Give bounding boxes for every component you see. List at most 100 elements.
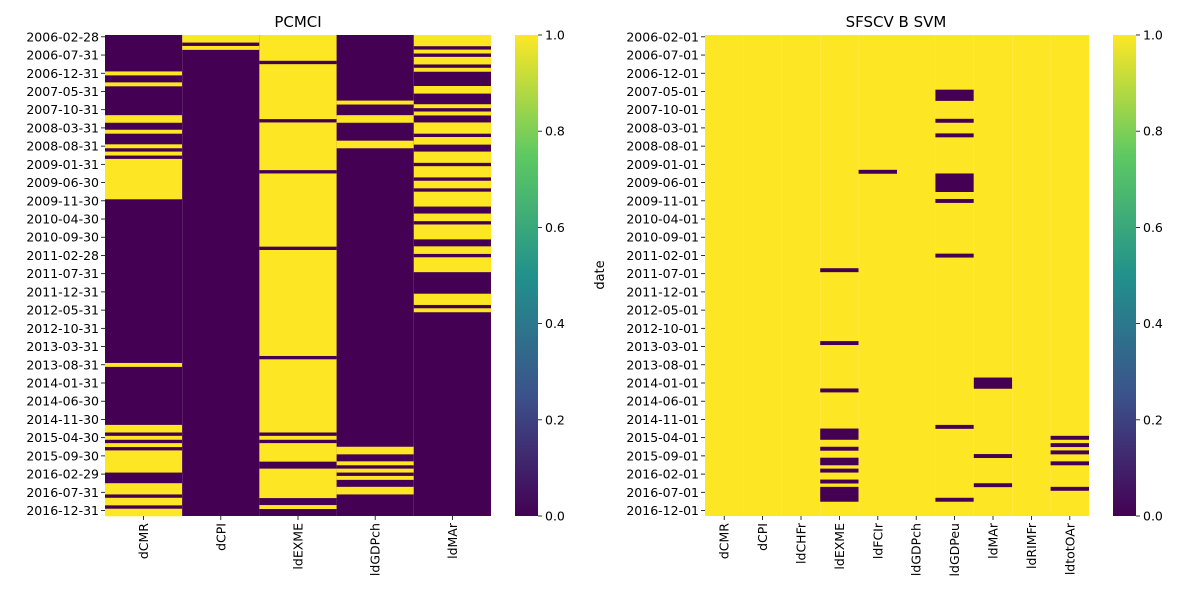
x-tick-label: ldGDPch <box>368 523 383 576</box>
heatmap-cell-run <box>413 49 491 54</box>
y-tick-label: 2014-11-30 <box>26 412 99 427</box>
y-tick-label: 2012-10-31 <box>26 321 99 336</box>
heatmap-panel-left: PCMCI 2006-02-28 2006-07-31 2006-12-31 2007… <box>26 13 565 576</box>
x-tick-label: dCMR <box>136 523 151 559</box>
heatmap-cell-run <box>413 191 491 207</box>
heatmap-cell-run <box>105 450 183 473</box>
y-tick-label: 2016-02-01 <box>626 467 699 482</box>
heatmap-column-ldFCIr <box>858 35 897 516</box>
y-tick-label: 2007-10-01 <box>626 102 699 117</box>
heatmap-cell-run <box>413 257 491 262</box>
x-tick-label: ldFCIr <box>870 522 885 559</box>
y-tick-label: 2016-12-31 <box>26 503 99 518</box>
y-tick-label: 2006-12-31 <box>26 66 99 81</box>
y-tick-label: 2007-10-31 <box>26 102 99 117</box>
heatmap-cell-run <box>336 100 414 105</box>
y-tick-label: 2011-07-01 <box>626 266 699 281</box>
y-tick-labels-left: 2006-02-28 2006-07-31 2006-12-31 2007-05-31… <box>26 29 105 518</box>
heatmap-cell-run <box>820 428 859 440</box>
y-tick-label: 2010-04-01 <box>626 212 699 227</box>
chart-title-right: SFSCV B SVM <box>846 13 947 31</box>
heatmap-cell-run <box>935 133 974 138</box>
y-tick-label: 2014-11-01 <box>626 412 699 427</box>
y-tick-label: 2015-04-30 <box>26 430 99 445</box>
y-axis-label-right: date <box>593 260 608 289</box>
heatmap-column-ldRIMFr <box>1012 35 1051 516</box>
y-tick-label: 2016-07-31 <box>26 485 99 500</box>
heatmap-cell-run <box>820 341 859 346</box>
y-tick-labels-right: 2006-02-01 2006-07-01 2006-12-01 2007-05-01… <box>626 29 705 518</box>
y-tick-label: 2011-02-01 <box>626 248 699 263</box>
colorbar-tick-label: 0.4 <box>1143 316 1163 331</box>
x-tick-label: ldRIMFr <box>1024 522 1039 569</box>
heatmap-cell-run <box>105 71 183 76</box>
heatmap-cell-run <box>413 86 491 94</box>
y-tick-label: 2011-12-31 <box>26 284 99 299</box>
heatmap-cell-run <box>259 435 337 440</box>
heatmap-cell-run <box>935 424 974 429</box>
heatmap-cell-run <box>105 151 183 156</box>
heatmap-cell-run <box>413 180 491 189</box>
heatmap-column-ldGDPch <box>897 35 936 516</box>
y-tick-label: 2016-12-01 <box>626 503 699 518</box>
heatmap-cell-run <box>820 479 859 484</box>
heatmap-cell-run <box>105 443 183 448</box>
y-tick-label: 2009-01-31 <box>26 157 99 172</box>
y-tick-label: 2006-07-01 <box>626 48 699 63</box>
heatmap-cell-run <box>413 246 491 254</box>
heatmap-cell-run <box>182 35 260 43</box>
heatmap-cell-run <box>259 249 337 356</box>
y-tick-label: 2011-07-31 <box>26 266 99 281</box>
heatmap-cell-run <box>935 118 974 123</box>
y-tick-label: 2006-07-31 <box>26 48 99 63</box>
heatmap-cell-run <box>105 144 183 149</box>
heatmap-cell-run <box>105 424 183 433</box>
heatmap-cell-run <box>336 490 414 495</box>
y-tick-label: 2013-03-01 <box>626 339 699 354</box>
y-tick-label: 2011-12-01 <box>626 284 699 299</box>
heatmap-cell-run <box>935 89 974 101</box>
heatmap-cell-run <box>336 468 414 473</box>
colorbar-tick-label: 0.6 <box>1143 220 1163 235</box>
heatmap-cell-run <box>935 253 974 258</box>
y-tick-label: 2008-03-01 <box>626 120 699 135</box>
heatmap-cell-run <box>413 308 491 313</box>
heatmap-cell-run <box>413 137 491 145</box>
heatmap-cell-run <box>1050 443 1089 448</box>
colorbar-tick-label: 0.8 <box>545 124 565 139</box>
y-tick-label: 2006-12-01 <box>626 66 699 81</box>
heatmap-column-dCMR <box>705 35 744 516</box>
y-tick-label: 2014-06-01 <box>626 394 699 409</box>
heatmap-panel-right: SFSCV B SVM date 2006-02-012006-07-01200… <box>593 13 1163 576</box>
heatmap-column-ldEXME <box>820 35 859 516</box>
colorbar-tick-label: 0.4 <box>545 316 565 331</box>
x-tick-labels-right: dCMR dCPI ldCHFr ldEXME ldFCIr ldGDPch ldGDPeu… <box>717 516 1077 576</box>
colorbar-tick-label: 0.8 <box>1143 124 1163 139</box>
heatmap-cell-run <box>259 173 337 247</box>
heatmap-cell-run <box>336 461 414 466</box>
y-tick-label: 2009-06-30 <box>26 175 99 190</box>
heatmap-cell-run <box>1050 461 1089 466</box>
heatmap-cell-run <box>820 446 859 451</box>
heatmap-cell-run <box>413 213 491 222</box>
y-tick-label: 2014-01-01 <box>626 375 699 390</box>
heatmap-column-ldMAr <box>973 35 1013 516</box>
heatmap-cell-run <box>973 483 1013 488</box>
y-tick-label: 2008-08-31 <box>26 139 99 154</box>
heatmap-cell-run <box>413 151 491 163</box>
heatmap-cell-run <box>413 224 491 240</box>
heatmap-column-ldGDPch <box>336 35 414 516</box>
y-tick-label: 2013-08-01 <box>626 357 699 372</box>
heatmap-cell-run <box>1050 435 1089 440</box>
colorbar-tick-label: 1.0 <box>1143 28 1163 43</box>
colorbar-gradient <box>515 35 538 516</box>
heatmap-cell-run <box>820 457 859 466</box>
heatmap-cell-run <box>259 64 337 120</box>
heatmap-column-dCPI <box>743 35 782 516</box>
colorbar-left: 0.0 0.2 0.4 0.6 0.8 1.0 <box>515 28 565 524</box>
heatmap-cell-run <box>336 140 414 149</box>
y-tick-label: 2016-07-01 <box>626 485 699 500</box>
y-tick-label: 2015-09-01 <box>626 448 699 463</box>
y-tick-label: 2006-02-01 <box>626 29 699 44</box>
y-tick-label: 2007-05-01 <box>626 84 699 99</box>
